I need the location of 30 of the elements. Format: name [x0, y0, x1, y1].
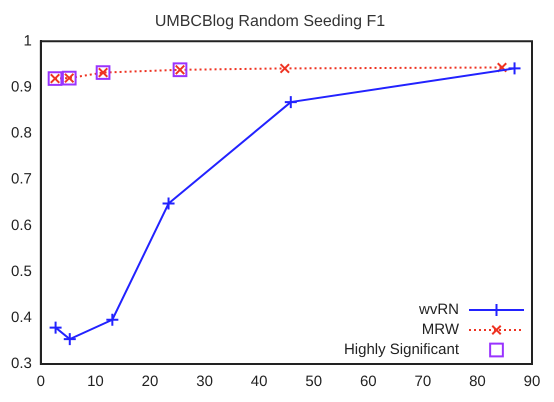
- point: [105, 312, 120, 327]
- y-tick-label: 0.3: [10, 355, 32, 372]
- x-tick-label: 60: [360, 373, 377, 390]
- point: [280, 63, 290, 74]
- x-tick-label: 50: [305, 373, 322, 390]
- x-tick-label: 90: [524, 373, 540, 390]
- y-tick-label: 0.5: [10, 262, 32, 280]
- legend-label: Highly Significant: [344, 341, 460, 358]
- x-tick-label: 10: [87, 373, 104, 390]
- y-tick-label: 0.7: [10, 170, 32, 188]
- point: [284, 95, 298, 110]
- point: [62, 332, 77, 346]
- x-tick-label: 80: [469, 373, 486, 390]
- legend-label: wvRN: [418, 301, 459, 318]
- point: [508, 61, 522, 76]
- point: [496, 62, 508, 73]
- x-tick-label: 30: [196, 373, 213, 390]
- y-tick-label: 1: [24, 32, 32, 50]
- y-tick-label: 0.9: [10, 78, 32, 96]
- x-tick-label: 20: [142, 373, 158, 390]
- y-tick-label: 0.8: [10, 124, 32, 142]
- x-tick-label: 70: [414, 373, 432, 390]
- x-tick-label: 0: [36, 373, 46, 390]
- legend-label: MRW: [422, 321, 460, 338]
- x-tick-label: 40: [250, 373, 268, 390]
- point: [48, 320, 63, 335]
- y-tick-label: 0.4: [10, 309, 32, 326]
- chart-title: UMBCBlog Random Seeding F1: [154, 13, 386, 30]
- y-tick-label: 0.6: [10, 216, 32, 234]
- point: [162, 196, 176, 211]
